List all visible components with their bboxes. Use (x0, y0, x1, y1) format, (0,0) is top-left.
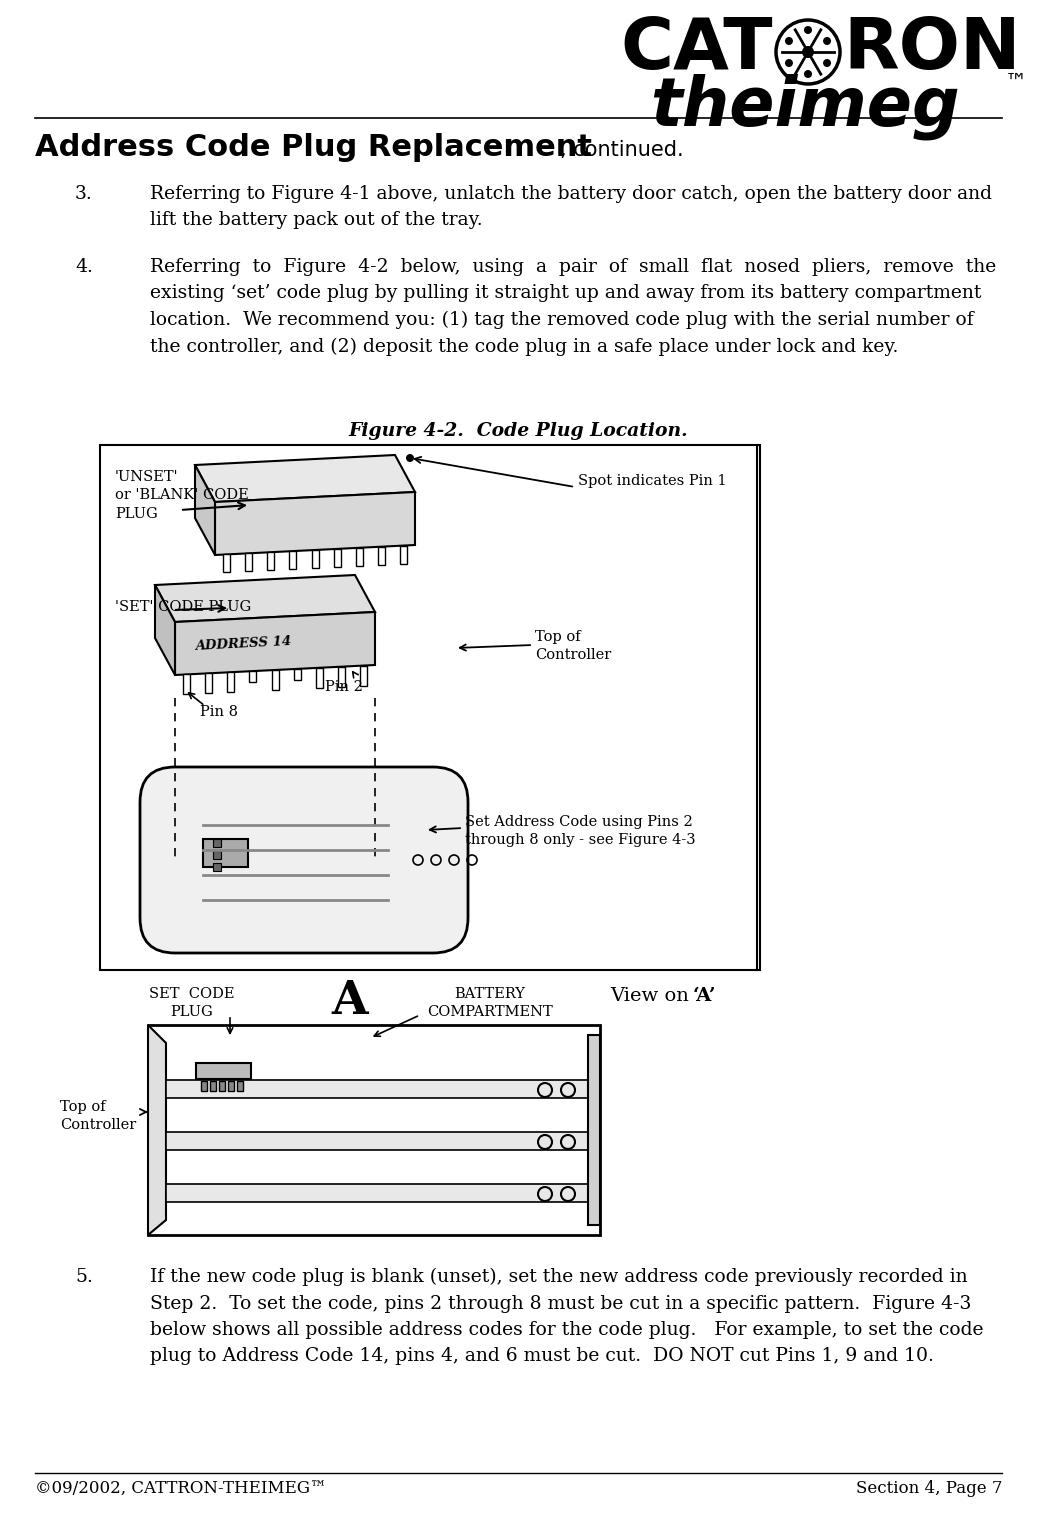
Bar (272, 670, 279, 690)
Text: ADDRESS 14: ADDRESS 14 (195, 635, 292, 653)
Circle shape (802, 46, 814, 58)
Text: ‘A’: ‘A’ (693, 987, 717, 1005)
Text: , continued.: , continued. (560, 140, 683, 160)
Text: Set Address Code using Pins 2
through 8 only - see Figure 4-3: Set Address Code using Pins 2 through 8 … (465, 815, 696, 847)
Bar (361, 666, 367, 685)
Text: CAT: CAT (620, 15, 773, 84)
Bar (293, 669, 301, 679)
Polygon shape (195, 455, 415, 503)
Circle shape (785, 59, 793, 67)
Circle shape (407, 454, 414, 461)
Text: Top of
Controller: Top of Controller (60, 1100, 136, 1133)
Text: Address Code Plug Replacement: Address Code Plug Replacement (35, 133, 592, 161)
Polygon shape (175, 612, 375, 675)
Text: 4.: 4. (75, 257, 93, 276)
Bar (196, 1063, 251, 1078)
Bar (338, 667, 345, 687)
Bar (203, 839, 248, 867)
Circle shape (823, 59, 831, 67)
Text: Pin 8: Pin 8 (200, 705, 239, 719)
Bar (311, 550, 318, 568)
Bar (100, 445, 760, 970)
Bar (379, 547, 385, 565)
Polygon shape (195, 465, 215, 554)
Circle shape (804, 26, 812, 34)
Text: If the new code plug is blank (unset), set the new address code previously recor: If the new code plug is blank (unset), s… (150, 1269, 983, 1366)
Text: ™: ™ (1005, 73, 1028, 93)
Text: A: A (332, 978, 368, 1023)
Text: 3.: 3. (75, 184, 92, 203)
Bar (289, 551, 297, 570)
Text: Referring to Figure 4-1 above, unlatch the battery door catch, open the battery : Referring to Figure 4-1 above, unlatch t… (150, 184, 992, 230)
Bar (205, 673, 212, 693)
Text: ©09/2002, CATTRON-THEIMEG™: ©09/2002, CATTRON-THEIMEG™ (35, 1480, 327, 1497)
Bar (228, 1081, 234, 1090)
Text: SET  CODE
PLUG: SET CODE PLUG (149, 987, 234, 1019)
Polygon shape (155, 585, 175, 675)
Circle shape (823, 37, 831, 46)
Text: theimeg: theimeg (650, 73, 960, 140)
Bar (148, 1025, 600, 1235)
Text: RON: RON (843, 15, 1020, 84)
Text: Referring  to  Figure  4-2  below,  using  a  pair  of  small  flat  nosed  plie: Referring to Figure 4-2 below, using a p… (150, 257, 997, 356)
Text: Pin 2: Pin 2 (325, 679, 363, 694)
Polygon shape (215, 492, 415, 554)
Text: 'UNSET'
or 'BLANK' CODE
PLUG: 'UNSET' or 'BLANK' CODE PLUG (115, 471, 249, 521)
Bar (249, 672, 256, 682)
Bar (213, 864, 221, 871)
Bar (316, 667, 323, 688)
Text: 'SET' CODE PLUG: 'SET' CODE PLUG (115, 600, 251, 614)
Bar (213, 851, 221, 859)
Polygon shape (155, 576, 375, 621)
Circle shape (804, 70, 812, 78)
Polygon shape (148, 1025, 166, 1235)
Circle shape (785, 37, 793, 46)
Text: Figure 4-2.  Code Plug Location.: Figure 4-2. Code Plug Location. (348, 422, 688, 440)
Bar (211, 1081, 216, 1090)
Bar (588, 1036, 600, 1224)
Bar (227, 672, 234, 693)
Text: View on: View on (610, 987, 695, 1005)
Bar (166, 1080, 588, 1098)
Bar (245, 553, 252, 571)
Bar (201, 1081, 207, 1090)
Text: Top of
Controller: Top of Controller (535, 631, 611, 663)
Text: BATTERY
COMPARTMENT: BATTERY COMPARTMENT (427, 987, 553, 1019)
Bar (166, 1183, 588, 1202)
Bar (356, 548, 363, 565)
Bar (268, 553, 274, 570)
Bar (400, 545, 408, 564)
Bar (213, 839, 221, 847)
Bar (183, 675, 190, 694)
Text: 5.: 5. (75, 1269, 93, 1285)
FancyBboxPatch shape (140, 768, 468, 953)
Text: Spot indicates Pin 1: Spot indicates Pin 1 (578, 474, 727, 487)
Text: Section 4, Page 7: Section 4, Page 7 (856, 1480, 1002, 1497)
Bar (334, 548, 341, 567)
Bar (166, 1132, 588, 1150)
Bar (219, 1081, 225, 1090)
Bar (223, 554, 229, 573)
Bar (237, 1081, 243, 1090)
